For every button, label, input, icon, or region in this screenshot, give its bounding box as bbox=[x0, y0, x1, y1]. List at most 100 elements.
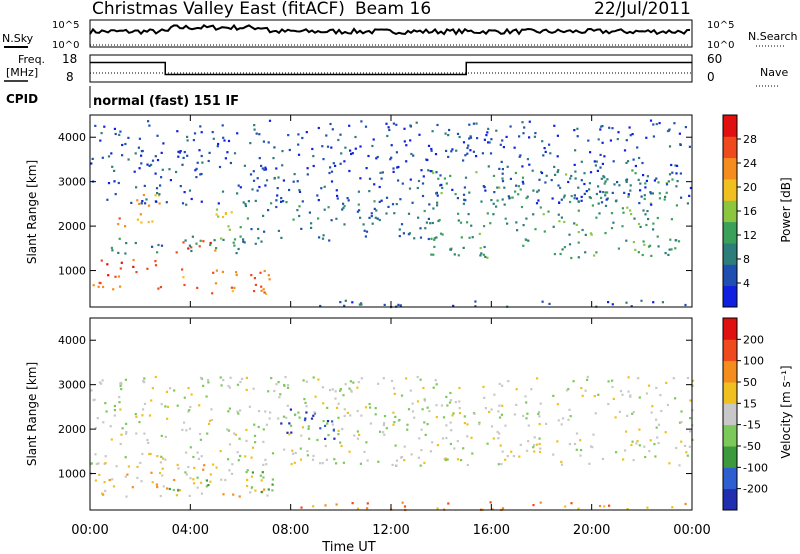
velocity-cell bbox=[188, 409, 191, 412]
power-cell bbox=[187, 247, 190, 250]
velocity-cell bbox=[143, 381, 146, 384]
power-cell bbox=[330, 146, 333, 149]
power-cell bbox=[595, 251, 598, 254]
power-cell bbox=[121, 154, 124, 157]
power-cell bbox=[379, 171, 382, 174]
power-cell bbox=[412, 154, 415, 157]
power-cell bbox=[100, 132, 103, 135]
power-cell bbox=[460, 236, 463, 239]
velocity-cell bbox=[339, 441, 342, 444]
power-cell bbox=[576, 127, 579, 130]
power-cell bbox=[638, 202, 641, 205]
velocity-cell bbox=[356, 437, 359, 440]
power-cell bbox=[459, 221, 463, 224]
power-cell bbox=[484, 189, 487, 192]
velocity-cell bbox=[93, 398, 96, 401]
velocity-cell bbox=[568, 408, 571, 411]
velocity-cell bbox=[124, 378, 127, 381]
velocity-cell bbox=[403, 445, 406, 448]
velocity-cell bbox=[366, 502, 369, 505]
velocity-cell bbox=[586, 375, 589, 378]
velocity-cell bbox=[286, 386, 290, 389]
power-cell bbox=[483, 245, 486, 249]
velocity-cell bbox=[565, 389, 569, 392]
velocity-cell bbox=[423, 421, 426, 424]
power-cell bbox=[199, 125, 202, 128]
power-cell bbox=[574, 170, 577, 173]
freq-panel: Freq. [MHz] 18 8 60 0 Nave bbox=[4, 52, 788, 87]
power-cell bbox=[583, 192, 586, 195]
power-cell bbox=[130, 201, 133, 204]
power-cell bbox=[506, 165, 509, 168]
power-cell bbox=[427, 217, 430, 220]
power-cell bbox=[594, 164, 597, 167]
power-cell bbox=[113, 127, 116, 130]
velocity-cell bbox=[366, 459, 369, 462]
power-cell bbox=[268, 119, 272, 122]
velocity-cell bbox=[164, 458, 167, 461]
velocity-cell bbox=[302, 379, 305, 382]
power-cell bbox=[516, 229, 519, 232]
power-cell bbox=[430, 147, 433, 151]
velocity-cell bbox=[197, 457, 200, 460]
power-cell bbox=[403, 127, 406, 130]
velocity-cell bbox=[305, 411, 308, 414]
power-cell bbox=[321, 237, 325, 240]
power-cell bbox=[220, 237, 223, 240]
power-cell bbox=[448, 128, 451, 132]
velocity-cell bbox=[416, 375, 419, 379]
velocity-cell bbox=[252, 387, 255, 390]
power-cell bbox=[262, 214, 265, 217]
power-cell bbox=[580, 179, 583, 182]
power-cell bbox=[525, 217, 528, 220]
velocity-cell bbox=[390, 379, 394, 382]
power-cell bbox=[227, 139, 231, 143]
velocity-cell bbox=[160, 434, 163, 437]
velocity-cell bbox=[311, 458, 315, 461]
power-cell bbox=[521, 176, 525, 179]
velocity-cell bbox=[271, 483, 274, 486]
power-cell bbox=[590, 233, 593, 236]
power-cell bbox=[625, 239, 628, 242]
power-cell bbox=[562, 196, 566, 199]
power-cell bbox=[525, 238, 528, 242]
power-cell bbox=[348, 169, 351, 173]
power-cell bbox=[462, 202, 465, 205]
power-cell bbox=[190, 246, 193, 249]
velocity-cell bbox=[406, 423, 409, 426]
velocity-cell bbox=[394, 415, 397, 418]
power-cell bbox=[292, 218, 295, 221]
power-cell bbox=[230, 286, 233, 289]
power-cell bbox=[201, 161, 204, 164]
velocity-cell bbox=[683, 444, 687, 447]
velocity-cell bbox=[581, 394, 584, 397]
power-colorbar-tick-label: 28 bbox=[743, 133, 757, 146]
power-cell bbox=[625, 161, 628, 164]
velocity-cell bbox=[199, 438, 202, 441]
power-cell bbox=[544, 181, 547, 184]
power-cell bbox=[229, 161, 232, 165]
velocity-cell bbox=[104, 462, 107, 465]
power-cell bbox=[165, 201, 168, 204]
power-cell bbox=[431, 170, 434, 173]
velocity-colorbar-segment bbox=[723, 424, 737, 447]
velocity-cell bbox=[306, 450, 309, 453]
velocity-cell bbox=[285, 416, 288, 419]
power-cell bbox=[370, 215, 373, 218]
velocity-cell bbox=[458, 407, 461, 410]
power-cell bbox=[504, 217, 507, 220]
power-cell bbox=[588, 188, 591, 191]
power-cell bbox=[182, 156, 185, 159]
power-cell bbox=[616, 181, 619, 184]
power-cell bbox=[398, 228, 401, 231]
velocity-cell bbox=[324, 424, 327, 427]
velocity-cell bbox=[411, 410, 415, 413]
power-cell bbox=[462, 193, 466, 196]
velocity-cell bbox=[680, 440, 683, 443]
velocity-cell bbox=[177, 467, 180, 470]
velocity-cell bbox=[333, 437, 336, 440]
power-cell bbox=[475, 171, 478, 174]
power-cell bbox=[195, 176, 198, 179]
velocity-cell bbox=[539, 447, 542, 450]
